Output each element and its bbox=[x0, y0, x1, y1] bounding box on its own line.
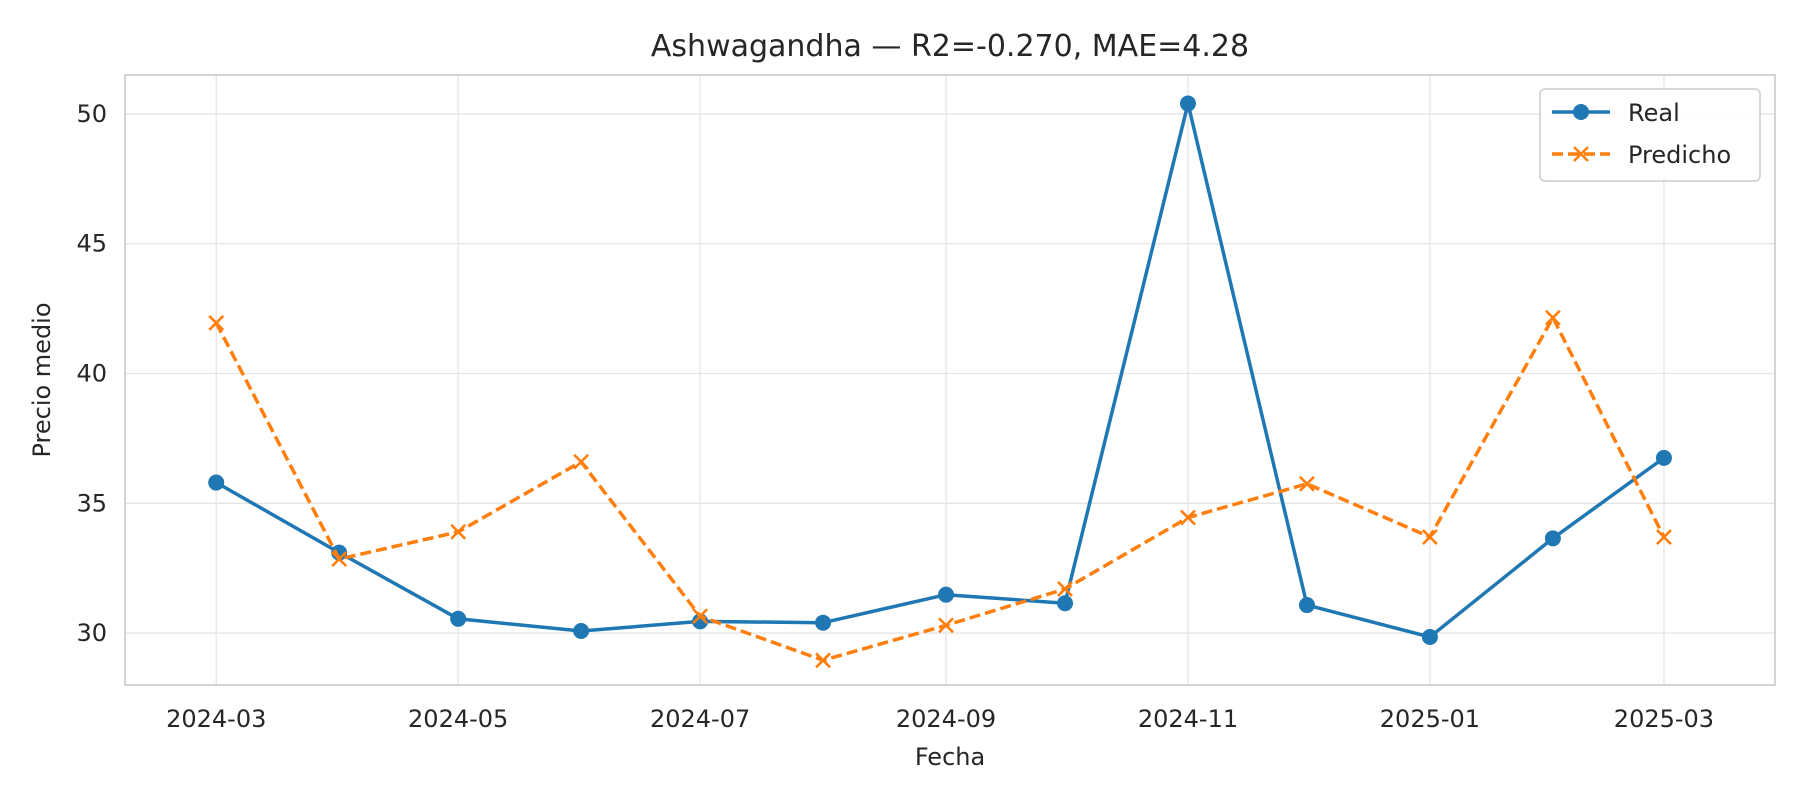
x-tick-label: 2024-11 bbox=[1138, 705, 1238, 733]
data-point-predicho bbox=[208, 314, 225, 331]
data-point-predicho bbox=[1422, 529, 1438, 545]
series-line-real bbox=[215, 101, 1665, 639]
data-point-predicho bbox=[1656, 529, 1672, 545]
data-point-real bbox=[815, 614, 832, 631]
data-point-real bbox=[1421, 628, 1438, 645]
legend-predicho-marker bbox=[1573, 146, 1589, 162]
ticks-layer: 30 35 40 45 50 2024-03 2024-05 2024-07 2024-09 20… bbox=[76, 100, 1714, 733]
y-tick-label: 40 bbox=[76, 360, 107, 388]
y-tick-label: 45 bbox=[76, 230, 107, 258]
data-point-predicho bbox=[573, 453, 590, 470]
data-point-real bbox=[1655, 449, 1672, 466]
series-line-predicho bbox=[214, 315, 1666, 663]
y-tick-label: 50 bbox=[76, 100, 107, 128]
data-point-real bbox=[1057, 595, 1074, 612]
legend-real-label: Real bbox=[1628, 99, 1680, 127]
data-point-predicho bbox=[1180, 509, 1196, 526]
y-tick-label: 35 bbox=[76, 489, 107, 517]
x-tick-label: 2024-09 bbox=[896, 705, 996, 733]
x-tick-label: 2024-07 bbox=[650, 705, 750, 733]
data-point-real bbox=[1179, 95, 1196, 112]
data-point-real bbox=[208, 474, 225, 491]
data-point-real bbox=[1544, 530, 1561, 547]
data-point-real bbox=[450, 610, 467, 627]
series-layer bbox=[208, 95, 1672, 669]
data-point-predicho bbox=[1544, 309, 1561, 326]
data-point-predicho bbox=[331, 551, 348, 568]
data-point-real bbox=[938, 586, 955, 603]
y-tick-label: 30 bbox=[76, 619, 107, 647]
x-tick-label: 2025-03 bbox=[1614, 705, 1714, 733]
data-point-real bbox=[573, 623, 590, 640]
data-point-predicho bbox=[938, 617, 954, 634]
y-axis-label: Precio medio bbox=[28, 302, 56, 457]
plot-frame bbox=[124, 74, 1776, 686]
x-tick-label: 2024-05 bbox=[408, 705, 508, 733]
data-point-predicho bbox=[692, 608, 709, 625]
legend-real-marker bbox=[1573, 104, 1589, 120]
legend-predicho-label: Predicho bbox=[1628, 141, 1731, 169]
data-point-predicho bbox=[1057, 581, 1073, 597]
data-point-predicho bbox=[1299, 475, 1315, 492]
chart-title: Ashwagandha — R2=-0.270, MAE=4.28 bbox=[651, 29, 1249, 64]
data-point-real bbox=[1298, 597, 1315, 614]
x-axis-label: Fecha bbox=[915, 743, 985, 771]
x-tick-label: 2025-01 bbox=[1380, 705, 1480, 733]
x-tick-label: 2024-03 bbox=[166, 705, 266, 733]
data-point-predicho bbox=[450, 523, 467, 540]
data-point-predicho bbox=[815, 652, 831, 669]
legend: Real Predicho bbox=[1539, 88, 1761, 182]
